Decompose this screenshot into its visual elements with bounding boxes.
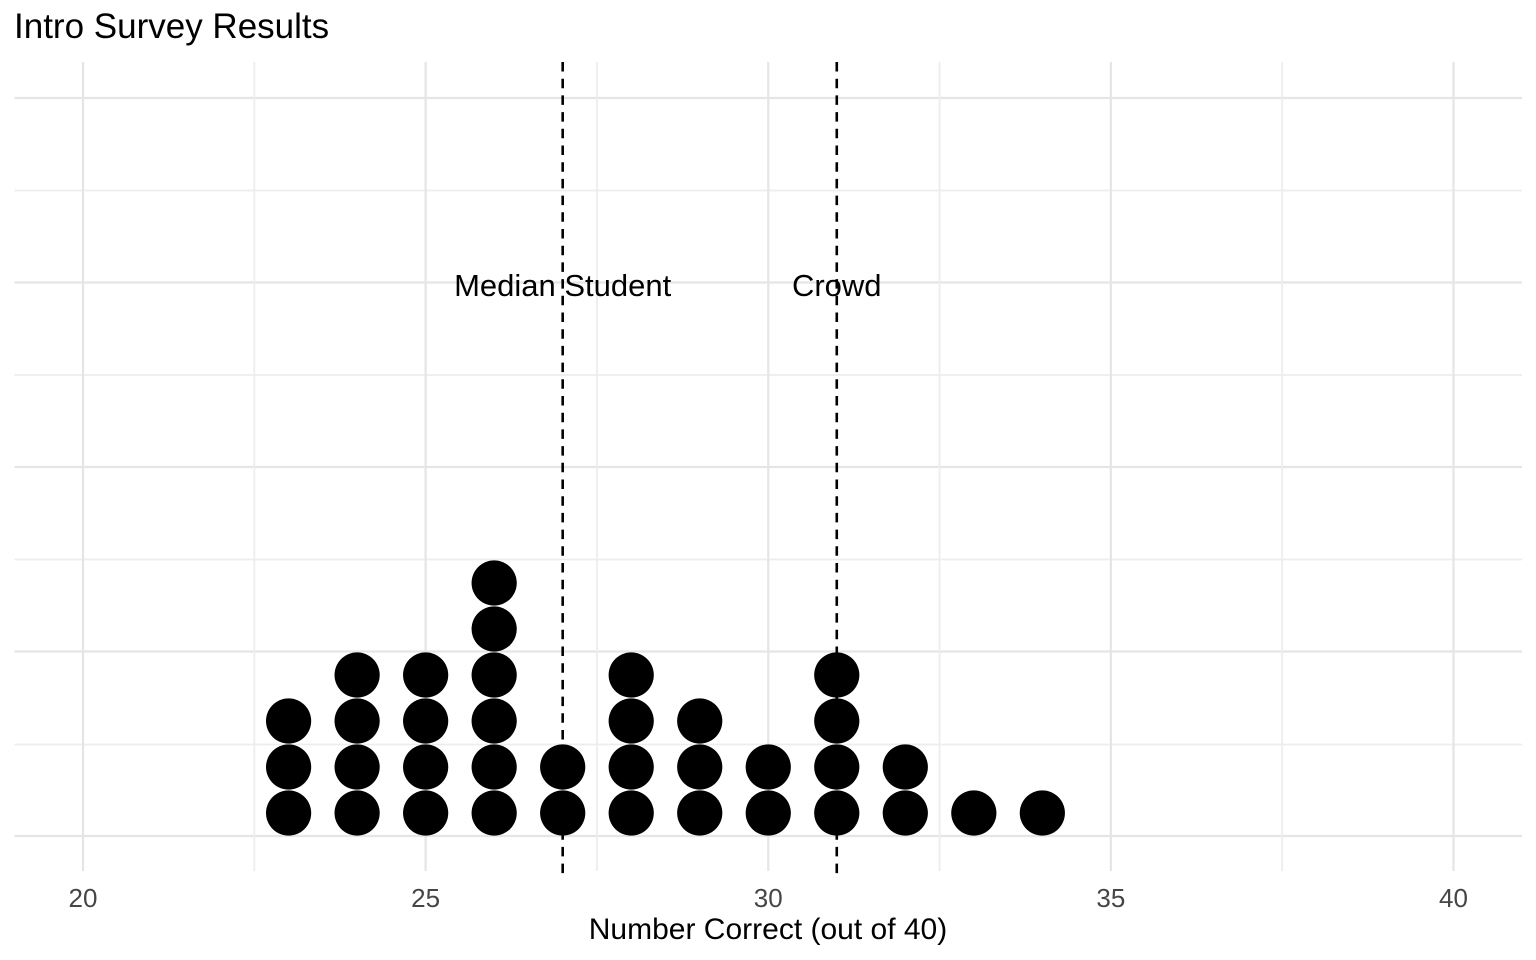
chart-title: Intro Survey Results	[14, 7, 329, 46]
x-tick-label: 40	[1439, 883, 1468, 913]
data-dot	[471, 606, 517, 652]
data-dot	[334, 744, 380, 790]
data-dot	[403, 744, 449, 790]
data-dot	[471, 790, 517, 836]
data-dot	[745, 744, 791, 790]
data-dot	[471, 652, 517, 698]
x-tick-label: 20	[69, 883, 98, 913]
data-dot	[540, 790, 586, 836]
data-dot	[677, 698, 723, 744]
data-dot	[677, 744, 723, 790]
x-axis-title: Number Correct (out of 40)	[589, 913, 947, 946]
reference-label-crowd: Crowd	[792, 268, 882, 303]
data-dot	[265, 790, 312, 836]
data-dot	[882, 790, 928, 836]
x-axis-ticks-group: 20 25 30 35 40	[69, 883, 1468, 913]
data-dot	[403, 698, 449, 744]
data-dot	[540, 744, 586, 790]
data-dot	[334, 652, 380, 698]
data-dot	[814, 744, 860, 790]
data-dot	[608, 652, 654, 698]
data-dot	[814, 698, 860, 744]
data-dot	[334, 698, 380, 744]
x-tick-label: 25	[411, 883, 440, 913]
data-dot	[745, 790, 791, 836]
data-dot	[951, 790, 997, 836]
data-dot	[403, 790, 449, 836]
data-dot	[265, 698, 312, 744]
x-tick-label: 30	[754, 883, 783, 913]
data-dot	[334, 790, 380, 836]
data-dot	[608, 744, 654, 790]
reference-label-median-student: Median Student	[454, 268, 672, 303]
gridlines-group	[14, 62, 1522, 871]
data-dot	[471, 560, 517, 606]
data-dot	[265, 744, 312, 790]
reference-labels-group: Median Student Crowd	[454, 268, 881, 303]
data-dot	[471, 698, 517, 744]
dots-group	[265, 560, 1065, 836]
data-dot	[1019, 790, 1065, 836]
data-dot	[814, 790, 860, 836]
x-tick-label: 35	[1096, 883, 1125, 913]
data-dot	[677, 790, 723, 836]
data-dot	[608, 698, 654, 744]
data-dot	[882, 744, 928, 790]
data-dot	[403, 652, 449, 698]
data-dot	[608, 790, 654, 836]
data-dot	[814, 652, 860, 698]
data-dot	[471, 744, 517, 790]
